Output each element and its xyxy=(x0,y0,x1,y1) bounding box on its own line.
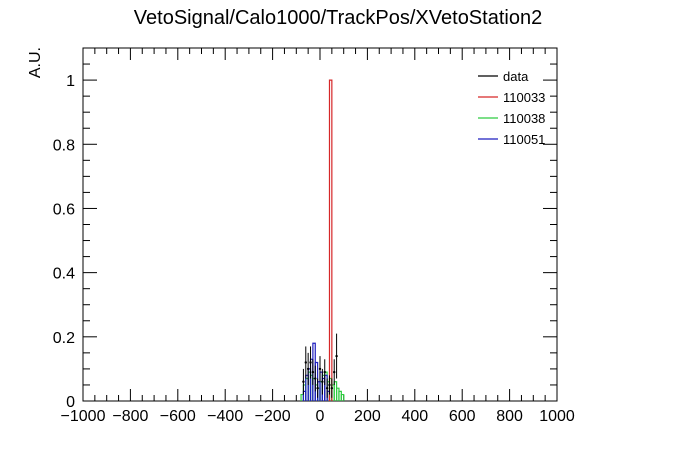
histogram-bin xyxy=(340,393,345,401)
y-tick-label: 0.6 xyxy=(53,201,75,218)
legend-label: 110038 xyxy=(503,111,545,126)
data-point xyxy=(333,370,336,374)
x-tick-label: 600 xyxy=(449,408,476,425)
legend-label: 110033 xyxy=(503,90,545,105)
axis-ticks: −1000 −800 −600 −400 −200 0 200 400 600 800 1000 0 0… xyxy=(53,47,575,425)
data-point xyxy=(311,370,315,374)
chart-title: VetoSignal/Calo1000/TrackPos/XVetoStatio… xyxy=(134,7,542,29)
x-tick-label: 1000 xyxy=(539,408,575,425)
y-tick-label: 0.2 xyxy=(53,330,75,347)
x-tick-label: −400 xyxy=(207,408,243,425)
data-point xyxy=(325,386,329,390)
y-tick-label: 0.4 xyxy=(53,266,75,283)
y-tick-label: 0 xyxy=(66,394,75,411)
x-tick-label: 800 xyxy=(496,408,523,425)
x-tick-label: 0 xyxy=(316,408,325,425)
series-data xyxy=(302,333,338,398)
series-layer xyxy=(300,79,345,401)
data-point xyxy=(302,380,305,383)
data-point xyxy=(314,377,317,380)
y-tick-label: 0.8 xyxy=(53,137,75,154)
data-point xyxy=(304,361,307,364)
y-tick-label: 1 xyxy=(66,73,75,90)
histogram-bin xyxy=(328,79,333,401)
data-point xyxy=(309,361,312,364)
plot-frame xyxy=(82,47,558,402)
legend-label: 110051 xyxy=(503,132,545,147)
legend-label: data xyxy=(503,69,529,84)
data-point xyxy=(328,383,331,387)
x-tick-label: 200 xyxy=(354,408,381,425)
data-point xyxy=(306,367,310,371)
data-point xyxy=(335,354,338,358)
x-tick-label: −800 xyxy=(112,408,148,425)
y-axis-title: A.U. xyxy=(27,47,44,78)
x-tick-label: −600 xyxy=(160,408,196,425)
data-point xyxy=(318,367,322,371)
data-point xyxy=(323,370,326,374)
x-tick-label: −200 xyxy=(255,408,291,425)
x-tick-label: 400 xyxy=(401,408,428,425)
legend: data 110033 110038 110051 xyxy=(478,69,545,147)
data-point xyxy=(321,380,324,383)
series-110033 xyxy=(328,79,333,401)
x-tick-label: −1000 xyxy=(61,408,106,425)
data-point xyxy=(316,386,319,390)
data-point xyxy=(330,386,334,390)
